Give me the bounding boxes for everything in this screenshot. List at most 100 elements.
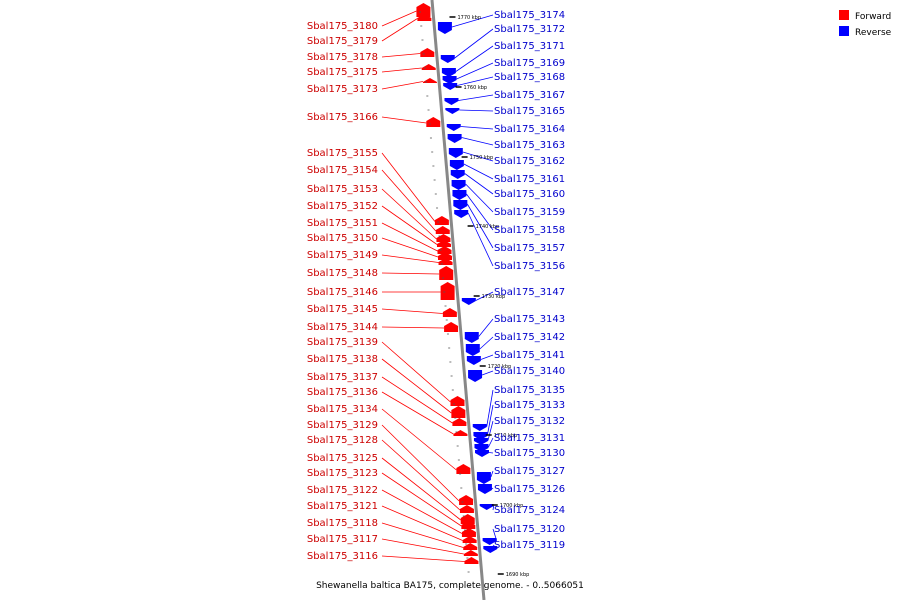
gene-block-reverse[interactable]: [453, 200, 468, 210]
gene-block-forward[interactable]: [438, 252, 453, 260]
gene-block-forward[interactable]: [434, 216, 449, 225]
gene-label-forward[interactable]: Sbal175_3123: [307, 468, 378, 479]
gene-block-reverse[interactable]: [452, 190, 467, 200]
gene-block-reverse[interactable]: [479, 504, 494, 510]
gene-block-reverse[interactable]: [447, 134, 462, 143]
gene-block-reverse[interactable]: [442, 76, 457, 84]
gene-label-forward[interactable]: Sbal175_3155: [307, 148, 378, 159]
gene-label-forward[interactable]: Sbal175_3178: [307, 52, 378, 63]
gene-label-forward[interactable]: Sbal175_3139: [307, 337, 378, 348]
gene-label-reverse[interactable]: Sbal175_3127: [494, 466, 565, 477]
gene-label-forward[interactable]: Sbal175_3150: [307, 233, 378, 244]
gene-block-forward[interactable]: [435, 226, 450, 234]
gene-block-forward[interactable]: [451, 406, 466, 418]
gene-label-forward[interactable]: Sbal175_3138: [307, 354, 378, 365]
gene-label-forward[interactable]: Sbal175_3129: [307, 420, 378, 431]
gene-block-forward[interactable]: [438, 258, 453, 265]
gene-block-forward[interactable]: [461, 521, 476, 529]
gene-label-forward[interactable]: Sbal175_3125: [307, 453, 378, 464]
gene-label-forward[interactable]: Sbal175_3136: [307, 387, 378, 398]
gene-label-forward[interactable]: Sbal175_3134: [307, 404, 378, 415]
gene-block-forward[interactable]: [420, 48, 435, 57]
gene-label-reverse[interactable]: Sbal175_3160: [494, 189, 565, 200]
gene-block-reverse[interactable]: [482, 538, 497, 545]
gene-label-reverse[interactable]: Sbal175_3157: [494, 243, 565, 254]
gene-block-reverse[interactable]: [472, 424, 487, 431]
gene-block-reverse[interactable]: [449, 160, 464, 170]
gene-block-forward[interactable]: [436, 240, 451, 247]
gene-label-forward[interactable]: Sbal175_3179: [307, 36, 378, 47]
gene-label-reverse[interactable]: Sbal175_3147: [494, 287, 565, 298]
gene-label-reverse[interactable]: Sbal175_3120: [494, 524, 565, 535]
gene-block-reverse[interactable]: [466, 356, 481, 365]
gene-block-reverse[interactable]: [451, 180, 466, 190]
gene-block-forward[interactable]: [440, 282, 455, 300]
gene-label-forward[interactable]: Sbal175_3117: [307, 534, 378, 545]
gene-block-forward[interactable]: [452, 418, 467, 426]
gene-block-forward[interactable]: [421, 64, 436, 70]
gene-block-reverse[interactable]: [443, 83, 458, 90]
gene-label-reverse[interactable]: Sbal175_3140: [494, 366, 565, 377]
gene-label-forward[interactable]: Sbal175_3128: [307, 435, 378, 446]
gene-block-forward[interactable]: [461, 528, 476, 537]
gene-block-forward[interactable]: [460, 514, 475, 524]
gene-block-reverse[interactable]: [440, 55, 455, 63]
gene-label-forward[interactable]: Sbal175_3118: [307, 518, 378, 529]
gene-label-reverse[interactable]: Sbal175_3135: [494, 385, 565, 396]
gene-label-reverse[interactable]: Sbal175_3165: [494, 106, 565, 117]
gene-block-reverse[interactable]: [448, 148, 463, 158]
gene-label-reverse[interactable]: Sbal175_3163: [494, 140, 565, 151]
gene-label-reverse[interactable]: Sbal175_3156: [494, 261, 565, 272]
gene-label-reverse[interactable]: Sbal175_3132: [494, 416, 565, 427]
gene-label-reverse[interactable]: Sbal175_3131: [494, 433, 565, 444]
gene-block-reverse[interactable]: [477, 484, 492, 494]
gene-label-forward[interactable]: Sbal175_3166: [307, 112, 378, 123]
gene-label-reverse[interactable]: Sbal175_3143: [494, 314, 565, 325]
gene-label-reverse[interactable]: Sbal175_3168: [494, 72, 565, 83]
gene-block-forward[interactable]: [453, 430, 468, 436]
gene-label-reverse[interactable]: Sbal175_3169: [494, 58, 565, 69]
gene-label-reverse[interactable]: Sbal175_3126: [494, 484, 565, 495]
gene-label-reverse[interactable]: Sbal175_3130: [494, 448, 565, 459]
gene-label-reverse[interactable]: Sbal175_3158: [494, 225, 565, 236]
gene-label-forward[interactable]: Sbal175_3122: [307, 485, 378, 496]
gene-block-reverse[interactable]: [441, 68, 456, 77]
gene-block-reverse[interactable]: [464, 332, 479, 343]
gene-block-reverse[interactable]: [476, 472, 491, 484]
gene-block-forward[interactable]: [444, 322, 459, 332]
gene-label-reverse[interactable]: Sbal175_3142: [494, 332, 565, 343]
gene-label-forward[interactable]: Sbal175_3180: [307, 21, 378, 32]
gene-block-reverse[interactable]: [445, 108, 460, 114]
gene-block-forward[interactable]: [437, 246, 452, 254]
gene-block-forward[interactable]: [459, 495, 474, 505]
gene-label-reverse[interactable]: Sbal175_3174: [494, 10, 565, 21]
gene-block-forward[interactable]: [450, 396, 465, 406]
gene-label-forward[interactable]: Sbal175_3137: [307, 372, 378, 383]
gene-label-forward[interactable]: Sbal175_3148: [307, 268, 378, 279]
gene-block-forward[interactable]: [442, 308, 457, 317]
gene-block-reverse[interactable]: [444, 98, 459, 105]
gene-label-reverse[interactable]: Sbal175_3133: [494, 400, 565, 411]
gene-block-reverse[interactable]: [483, 546, 498, 553]
gene-label-reverse[interactable]: Sbal175_3171: [494, 41, 565, 52]
gene-block-reverse[interactable]: [446, 124, 461, 131]
gene-block-forward[interactable]: [417, 14, 432, 21]
gene-label-reverse[interactable]: Sbal175_3162: [494, 156, 565, 167]
gene-block-reverse[interactable]: [473, 438, 488, 445]
gene-label-forward[interactable]: Sbal175_3145: [307, 304, 378, 315]
gene-label-reverse[interactable]: Sbal175_3161: [494, 174, 565, 185]
gene-block-reverse[interactable]: [450, 170, 465, 179]
gene-block-forward[interactable]: [422, 78, 437, 83]
gene-block-forward[interactable]: [463, 550, 478, 556]
gene-label-reverse[interactable]: Sbal175_3159: [494, 207, 565, 218]
gene-label-reverse[interactable]: Sbal175_3172: [494, 24, 565, 35]
gene-block-reverse[interactable]: [461, 298, 476, 305]
gene-label-forward[interactable]: Sbal175_3151: [307, 218, 378, 229]
gene-label-forward[interactable]: Sbal175_3144: [307, 322, 378, 333]
gene-label-forward[interactable]: Sbal175_3121: [307, 501, 378, 512]
gene-label-reverse[interactable]: Sbal175_3164: [494, 124, 565, 135]
gene-label-forward[interactable]: Sbal175_3152: [307, 201, 378, 212]
gene-block-forward[interactable]: [416, 3, 431, 17]
gene-block-reverse[interactable]: [454, 210, 469, 218]
gene-block-forward[interactable]: [459, 505, 474, 513]
